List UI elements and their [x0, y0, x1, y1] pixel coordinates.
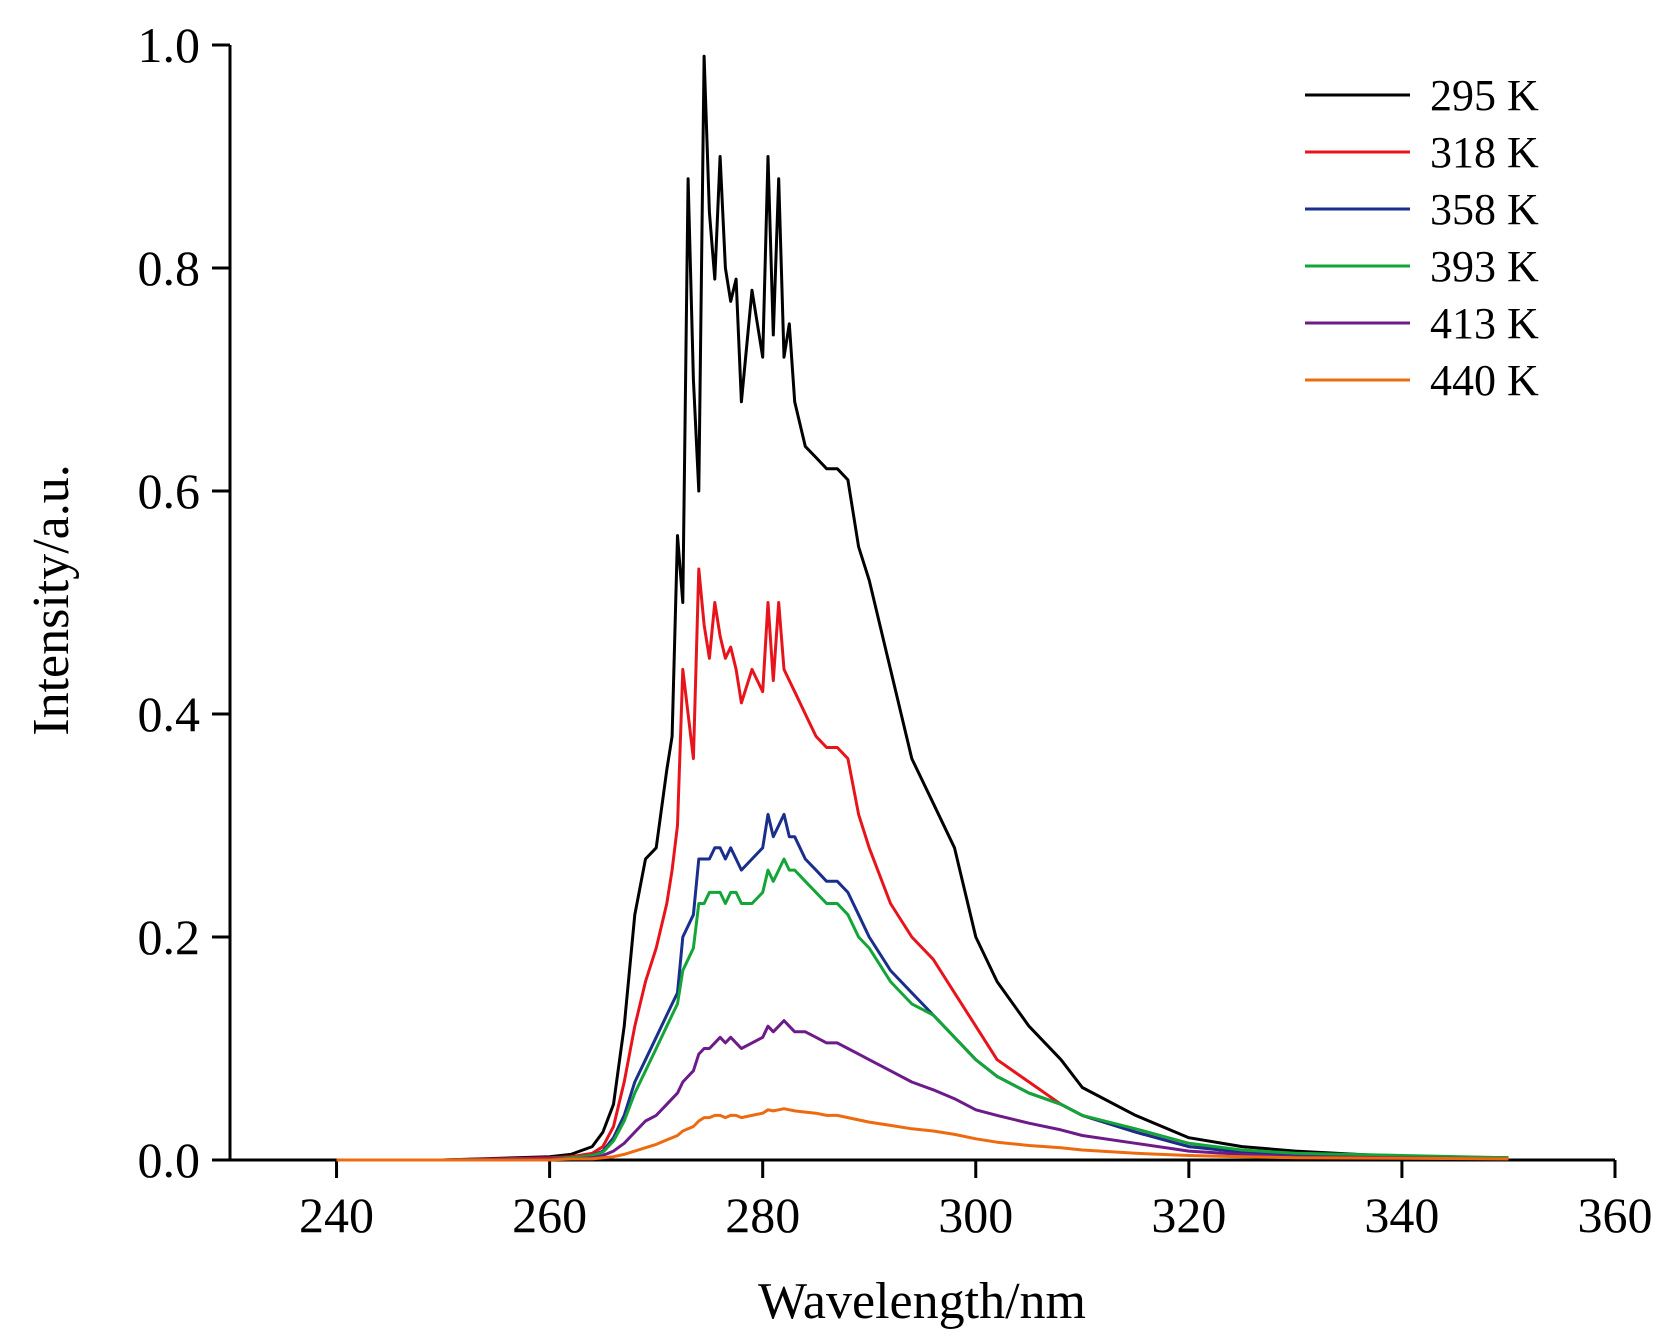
legend: 295 K 318 K 358 K 393 K 413 K 440 K — [1305, 71, 1539, 405]
x-tick-label: 340 — [1364, 1187, 1439, 1243]
x-tick-label: 360 — [1578, 1187, 1653, 1243]
series-line-413-k — [336, 1019, 1509, 1162]
y-tick-label: 0.8 — [138, 240, 201, 296]
x-tick-label: 240 — [299, 1187, 374, 1243]
x-axis-title: Wavelength/nm — [758, 1273, 1086, 1330]
series-line-358-k — [336, 812, 1509, 1162]
y-tick-label: 0.4 — [138, 686, 201, 742]
x-tick-label: 300 — [938, 1187, 1013, 1243]
x-tick-label: 260 — [512, 1187, 587, 1243]
y-tick-label: 0.2 — [138, 909, 201, 965]
y-tick-label: 0.6 — [138, 463, 201, 519]
series-line-295-k — [336, 54, 1509, 1162]
x-tick-label: 280 — [725, 1187, 800, 1243]
legend-label: 440 K — [1430, 356, 1539, 405]
y-tick-label: 0.0 — [138, 1132, 201, 1188]
tick-marks: 240 260 280 300 320 340 360 0.0 0.2 0.4 0.6 0.8 1.0 — [138, 17, 1653, 1243]
series-line-318-k — [336, 567, 1509, 1162]
legend-label: 295 K — [1430, 71, 1539, 120]
series-line-393-k — [336, 857, 1509, 1162]
y-tick-label: 1.0 — [138, 17, 201, 73]
series-lines — [336, 54, 1509, 1162]
x-tick-label: 320 — [1151, 1187, 1226, 1243]
axes — [228, 45, 1615, 1162]
y-axis-title: Intensity/a.u. — [23, 464, 80, 736]
series-line-440-k — [336, 1107, 1509, 1162]
legend-label: 413 K — [1430, 299, 1539, 348]
legend-label: 318 K — [1430, 128, 1539, 177]
legend-label: 358 K — [1430, 185, 1539, 234]
legend-label: 393 K — [1430, 242, 1539, 291]
